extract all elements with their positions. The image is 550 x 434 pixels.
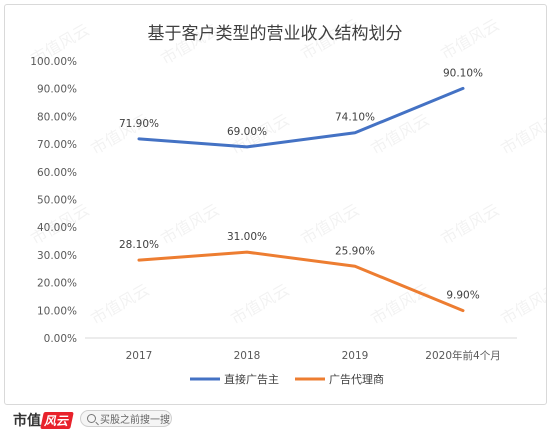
x-axis: 2017 2018 2019 2020年前4个月 xyxy=(126,349,501,362)
data-label: 74.10% xyxy=(335,112,375,124)
legend: 直接广告主 广告代理商 xyxy=(190,372,384,386)
x-tick-label: 2017 xyxy=(126,350,153,362)
watermark-text: 市值风云 xyxy=(368,280,433,328)
data-label: 25.90% xyxy=(335,245,375,257)
brand-logo: 市值 风云 xyxy=(13,410,74,430)
x-tick-label: 2020年前4个月 xyxy=(425,349,500,362)
y-tick-label: 50.00% xyxy=(37,195,77,207)
footer-bar: 市值 风云 买股之前搜一搜 xyxy=(0,406,550,434)
y-tick-label: 60.00% xyxy=(37,167,77,179)
series-line xyxy=(137,250,465,313)
y-tick-label: 100.00% xyxy=(30,56,77,68)
y-tick-label: 10.00% xyxy=(37,305,77,317)
y-tick-label: 90.00% xyxy=(37,84,77,96)
data-label: 90.10% xyxy=(443,67,483,79)
watermark-text: 市值风云 xyxy=(228,280,293,328)
watermark-text: 市值风云 xyxy=(498,280,547,328)
chart-title: 基于客户类型的营业收入结构划分 xyxy=(148,24,403,44)
legend-label: 广告代理商 xyxy=(329,372,384,386)
series-layer: 71.90% 69.00% 74.10% 90.10% 28.10% 31.00% 25.9… xyxy=(119,67,483,313)
watermark-text: 市值风云 xyxy=(298,200,363,248)
y-tick-label: 30.00% xyxy=(37,250,77,262)
watermark-text: 市值风云 xyxy=(438,15,503,63)
data-label: 28.10% xyxy=(119,239,159,251)
y-tick-label: 80.00% xyxy=(37,111,77,123)
data-label: 69.00% xyxy=(227,126,267,138)
y-axis: 0.00% 10.00% 20.00% 30.00% 40.00% 50.00% 60.00… xyxy=(30,56,77,345)
brand-mark: 风云 xyxy=(40,412,74,429)
y-tick-label: 70.00% xyxy=(37,139,77,151)
watermark-text: 市值风云 xyxy=(498,110,547,158)
y-tick-label: 40.00% xyxy=(37,222,77,234)
watermark-text: 市值风云 xyxy=(438,200,503,248)
search-placeholder: 买股之前搜一搜 xyxy=(100,415,170,426)
watermark-text: 市值风云 xyxy=(88,280,153,328)
watermark-text: 市值风云 xyxy=(368,110,433,158)
y-tick-label: 0.00% xyxy=(44,333,77,345)
data-label: 9.90% xyxy=(446,290,479,302)
y-tick-label: 20.00% xyxy=(37,278,77,290)
search-box[interactable]: 买股之前搜一搜 xyxy=(80,410,172,427)
search-icon xyxy=(87,414,96,423)
watermark-text: 市值风云 xyxy=(158,200,223,248)
brand-text: 市值 xyxy=(13,413,41,429)
x-tick-label: 2018 xyxy=(234,350,261,362)
chart-card: 市值风云 市值风云 市值风云 市值风云 市值风云 市值风云 市值风云 市值风云 市值风云 市值风云… xyxy=(4,4,550,405)
data-label: 71.90% xyxy=(119,118,159,130)
legend-label: 直接广告主 xyxy=(224,372,279,386)
data-label: 31.00% xyxy=(227,231,267,243)
x-tick-label: 2019 xyxy=(342,350,369,362)
series-line xyxy=(137,86,465,149)
